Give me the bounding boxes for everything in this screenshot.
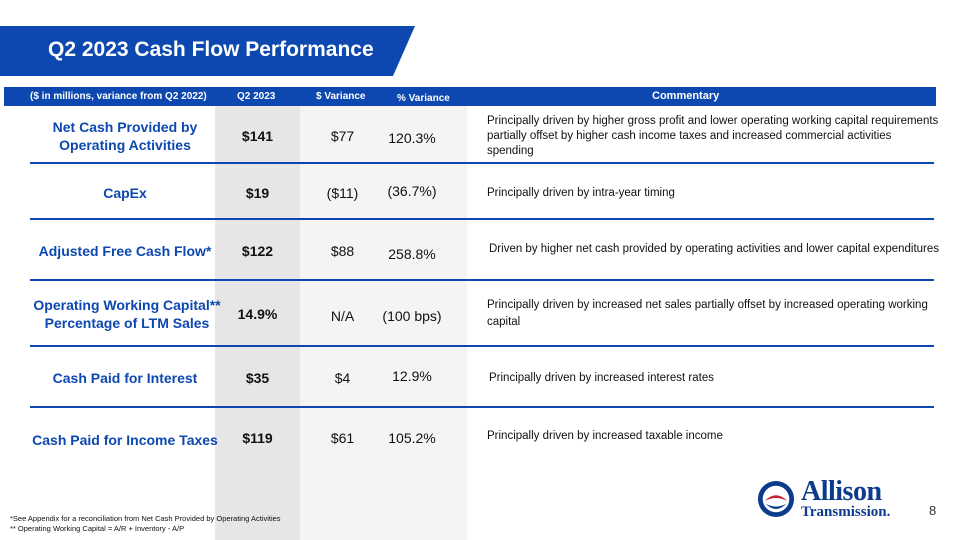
row-label: Cash Paid for Income Taxes bbox=[32, 432, 218, 448]
allison-emblem-icon bbox=[757, 480, 795, 518]
row-divider bbox=[30, 279, 934, 281]
title-banner bbox=[0, 26, 415, 76]
table-row: Operating Working Capital** Percentage o… bbox=[0, 284, 960, 344]
row-label: Adjusted Free Cash Flow* bbox=[38, 243, 212, 259]
table-row: Adjusted Free Cash Flow* $122 $88 258.8%… bbox=[0, 224, 960, 278]
row-percent-variance: 105.2% bbox=[388, 430, 436, 446]
row-commentary: Principally driven by increased interest… bbox=[489, 371, 714, 384]
table-row: Cash Paid for Income Taxes $119 $61 105.… bbox=[0, 412, 960, 468]
row-commentary: Principally driven by higher gross profi… bbox=[487, 114, 939, 157]
table-header-bar bbox=[4, 87, 936, 106]
table-row: Net Cash Provided by Operating Activitie… bbox=[0, 110, 960, 162]
footnote-working-capital: ** Operating Working Capital = A/R + Inv… bbox=[10, 524, 185, 533]
row-q2-value: $119 bbox=[242, 430, 273, 446]
header-commentary: Commentary bbox=[652, 90, 720, 102]
logo-wordmark-allison: Allison bbox=[801, 476, 882, 507]
table-row: CapEx $19 ($11) (36.7%) Principally driv… bbox=[0, 168, 960, 218]
row-divider bbox=[30, 162, 934, 164]
row-percent-variance: (36.7%) bbox=[387, 183, 437, 199]
row-divider bbox=[30, 406, 934, 408]
row-q2-value: 14.9% bbox=[237, 306, 278, 322]
header-q2: Q2 2023 bbox=[237, 91, 276, 102]
row-label: Cash Paid for Interest bbox=[52, 370, 198, 386]
row-q2-value: $122 bbox=[241, 243, 274, 259]
row-q2-value: $19 bbox=[245, 185, 270, 201]
slide-title: Q2 2023 Cash Flow Performance bbox=[48, 38, 374, 61]
variance-column-shade bbox=[300, 106, 467, 540]
row-dollar-variance: $4 bbox=[334, 370, 351, 386]
row-divider bbox=[30, 345, 934, 347]
footnotes: *See Appendix for a reconciliation from … bbox=[10, 514, 281, 534]
page-number: 8 bbox=[929, 503, 937, 518]
row-percent-variance: (100 bps) bbox=[382, 308, 442, 324]
row-label: Operating Working Capital** Percentage o… bbox=[33, 297, 221, 331]
header-dollar-variance: $ Variance bbox=[316, 91, 366, 102]
row-label: Net Cash Provided by Operating Activitie… bbox=[52, 119, 198, 153]
row-q2-value: $35 bbox=[245, 370, 270, 386]
row-dollar-variance: $88 bbox=[330, 243, 355, 259]
allison-logo: Allison Transmission. bbox=[757, 476, 917, 520]
row-percent-variance: 12.9% bbox=[392, 368, 432, 384]
row-percent-variance: 258.8% bbox=[388, 246, 436, 262]
header-percent-variance: % Variance bbox=[397, 93, 450, 104]
footnote-reconciliation: *See Appendix for a reconciliation from … bbox=[10, 514, 281, 523]
row-q2-value: $141 bbox=[241, 128, 274, 144]
row-dollar-variance: $61 bbox=[330, 430, 355, 446]
row-dollar-variance: ($11) bbox=[326, 185, 359, 201]
row-divider bbox=[30, 218, 934, 220]
row-commentary: Principally driven by intra-year timing bbox=[487, 186, 675, 199]
logo-wordmark-transmission: Transmission. bbox=[801, 504, 891, 520]
row-dollar-variance: $77 bbox=[330, 128, 355, 144]
q2-column-shade bbox=[215, 106, 300, 540]
table-row: Cash Paid for Interest $35 $4 12.9% Prin… bbox=[0, 350, 960, 406]
row-dollar-variance: N/A bbox=[330, 308, 355, 324]
row-label: CapEx bbox=[103, 185, 147, 201]
row-commentary: Driven by higher net cash provided by op… bbox=[489, 242, 940, 255]
header-units: ($ in millions, variance from Q2 2022) bbox=[30, 91, 207, 102]
row-commentary: Principally driven by increased net sale… bbox=[487, 299, 928, 328]
row-commentary: Principally driven by increased taxable … bbox=[487, 429, 723, 442]
row-percent-variance: 120.3% bbox=[388, 130, 436, 146]
